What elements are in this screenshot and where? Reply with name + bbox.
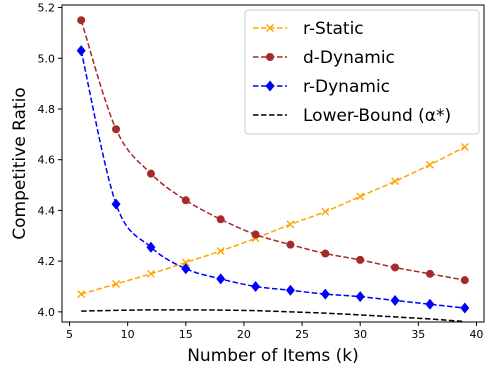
data-point bbox=[425, 269, 434, 278]
x-tick-label: 20 bbox=[237, 328, 251, 341]
legend-entry: r-Dynamic bbox=[253, 77, 390, 97]
data-point bbox=[286, 240, 295, 249]
legend-box bbox=[244, 9, 480, 135]
data-point bbox=[112, 125, 121, 134]
data-point bbox=[112, 279, 121, 288]
data-point bbox=[320, 288, 330, 300]
y-tick-label: 4.6 bbox=[38, 154, 56, 167]
data-point bbox=[460, 143, 469, 152]
y-tick-label: 5.2 bbox=[38, 2, 56, 15]
y-axis-ticks: 4.0 4.2 4.4 4.6 4.8 5.0 5.2 bbox=[38, 2, 62, 319]
legend-entry: Lower-Bound (α*) bbox=[253, 106, 451, 126]
data-point bbox=[146, 241, 156, 253]
y-tick-label: 5.0 bbox=[38, 52, 56, 65]
data-point bbox=[356, 192, 365, 201]
data-point bbox=[391, 263, 400, 272]
data-point bbox=[216, 246, 225, 255]
legend-label: d-Dynamic bbox=[303, 48, 395, 68]
x-axis-ticks: 5 10 15 20 25 30 35 40 bbox=[66, 322, 483, 341]
y-tick-label: 4.8 bbox=[38, 103, 56, 116]
y-tick-label: 4.0 bbox=[38, 306, 56, 319]
data-point bbox=[181, 263, 191, 275]
x-tick-label: 15 bbox=[179, 328, 193, 341]
data-point bbox=[146, 269, 155, 278]
x-tick-label: 25 bbox=[295, 328, 309, 341]
data-point bbox=[111, 198, 121, 210]
data-point bbox=[216, 273, 226, 285]
x-tick-label: 5 bbox=[66, 328, 73, 341]
series-2 bbox=[76, 45, 470, 314]
data-point bbox=[321, 249, 330, 258]
series-line bbox=[80, 146, 466, 295]
x-axis-label: Number of Items (k) bbox=[187, 346, 359, 366]
data-point bbox=[146, 169, 155, 178]
y-tick-label: 4.4 bbox=[38, 204, 56, 217]
data-point bbox=[77, 290, 86, 299]
legend: r-Static d-Dynamic r-Dynamic Lower-Bound (α… bbox=[244, 9, 480, 135]
x-tick-label: 35 bbox=[411, 328, 425, 341]
y-axis-label: Competitive Ratio bbox=[10, 87, 30, 239]
legend-label: Lower-Bound (α*) bbox=[303, 106, 451, 126]
data-point bbox=[355, 291, 365, 303]
data-point bbox=[460, 302, 470, 314]
legend-marker bbox=[266, 53, 274, 61]
plot-frame bbox=[61, 4, 485, 323]
legend-marker bbox=[266, 24, 274, 32]
series-layer bbox=[76, 16, 470, 323]
legend-label: r-Dynamic bbox=[303, 77, 390, 97]
legend-marker bbox=[265, 80, 275, 92]
data-point bbox=[76, 45, 86, 57]
data-point bbox=[181, 258, 190, 267]
data-point bbox=[356, 255, 365, 264]
data-point bbox=[425, 298, 435, 310]
series-line bbox=[81, 309, 465, 323]
legend-entry: r-Static bbox=[253, 19, 364, 39]
legend-entry: d-Dynamic bbox=[253, 48, 395, 68]
series-1 bbox=[77, 16, 469, 285]
x-tick-label: 40 bbox=[469, 328, 483, 341]
data-point bbox=[321, 207, 330, 216]
data-point bbox=[390, 294, 400, 306]
x-tick-label: 10 bbox=[121, 328, 135, 341]
series-3 bbox=[81, 309, 465, 323]
data-point bbox=[216, 215, 225, 224]
data-point bbox=[460, 276, 469, 285]
data-point bbox=[181, 196, 190, 205]
data-point bbox=[286, 220, 295, 229]
data-point bbox=[285, 284, 295, 296]
series-0 bbox=[77, 143, 469, 299]
x-tick-label: 30 bbox=[353, 328, 367, 341]
data-point bbox=[77, 16, 86, 25]
data-point bbox=[425, 160, 434, 169]
data-point bbox=[251, 280, 261, 292]
y-tick-label: 4.2 bbox=[38, 255, 56, 268]
data-point bbox=[391, 177, 400, 186]
data-point bbox=[251, 230, 260, 239]
legend-label: r-Static bbox=[303, 19, 364, 39]
